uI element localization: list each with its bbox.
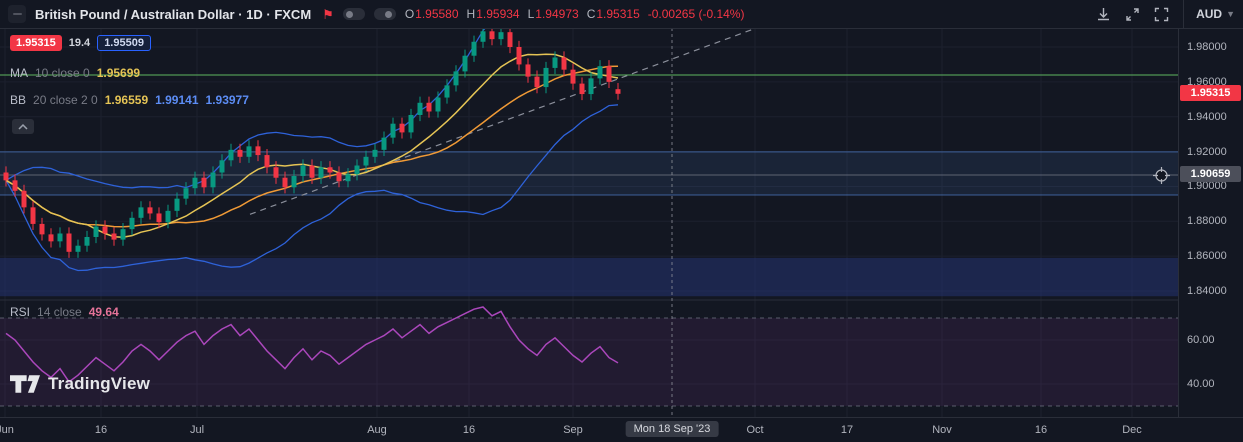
ma-title: MA [10, 66, 28, 80]
last-price-tag: 1.95315 [1180, 84, 1241, 101]
price-scale-label: 1.98000 [1187, 41, 1227, 53]
rsi-value: 49.64 [88, 305, 119, 319]
price-scale-label: 1.90000 [1187, 180, 1227, 193]
last-price-badge[interactable]: 1.95315 [10, 35, 62, 51]
ma-value: 1.95699 [96, 66, 141, 80]
time-axis-label: Aug [367, 424, 387, 436]
price-level-target-icon[interactable] [1153, 167, 1170, 184]
bb-legend-row[interactable]: BB 20 close 2 0 1.96559 1.99141 1.93977 [10, 93, 249, 107]
time-axis-label: 16 [1034, 424, 1048, 436]
spread-value: 19.4 [68, 37, 91, 49]
high-value: 1.95934 [476, 7, 520, 21]
ohlc-readout: O1.95580 H1.95934 L1.94973 C1.95315 -0.0… [405, 7, 745, 21]
time-axis-label: 16 [94, 424, 108, 436]
price-labels-row[interactable]: 1.95315 19.4 1.95509 [10, 35, 151, 51]
maximize-icon[interactable] [1125, 7, 1140, 22]
bb-upper-value: 1.99141 [155, 93, 199, 107]
close-value: 1.95315 [596, 7, 640, 21]
trendline [249, 28, 759, 215]
currency-dropdown[interactable]: AUD ▼ [1183, 0, 1235, 28]
fullscreen-icon[interactable] [1154, 7, 1169, 22]
toggle-pill-2[interactable] [373, 8, 396, 20]
download-icon[interactable] [1096, 7, 1111, 22]
rsi-line [5, 306, 619, 383]
toolbar-right-controls: AUD ▼ [1096, 0, 1235, 28]
price-zone-lower [0, 257, 1178, 297]
main-pane [0, 28, 1178, 297]
tradingview-logo-icon [10, 375, 40, 393]
open-label: O [404, 7, 415, 21]
time-axis-label: Dec [1122, 424, 1142, 436]
collapse-legend-button[interactable] [12, 119, 34, 134]
price-scale-label: 1.94000 [1187, 110, 1227, 123]
price-zone-upper [0, 151, 1178, 195]
high-label: H [466, 7, 476, 21]
rsi-params: 14 close [37, 305, 82, 319]
level-price-tag: 1.90659 [1180, 165, 1241, 182]
time-axis-label: Nov [932, 424, 952, 436]
chevron-down-icon: ▼ [1226, 9, 1235, 19]
rsi-title: RSI [10, 305, 31, 319]
bb-basis-value: 1.96559 [104, 93, 149, 107]
candlestick-series [3, 28, 621, 258]
time-axis[interactable]: Mon 18 Sep '23 Jun 16 Jul Aug 16 Sep Oct 17 Nov 1… [0, 417, 1243, 442]
toggle-pill-1[interactable] [342, 8, 365, 20]
rsi-legend-row[interactable]: RSI 14 close 49.64 [10, 305, 119, 319]
bb-basis-line [5, 65, 619, 228]
crosshair-time-label: Mon 18 Sep '23 [625, 421, 719, 437]
price-scale-label: 1.88000 [1187, 215, 1227, 228]
chart-toolbar: British Pound / Australian Dollar · 1D ·… [0, 0, 1243, 29]
time-axis-label: Oct [746, 424, 764, 436]
bb-upper-line [5, 28, 618, 189]
time-axis-label: Jul [189, 424, 205, 436]
chart-canvas[interactable] [0, 28, 1178, 417]
price-scale-label: 1.84000 [1187, 285, 1227, 298]
ma-legend-row[interactable]: MA 10 close 0 1.95699 [10, 66, 140, 80]
rsi-zone [0, 318, 1178, 406]
tradingview-logo[interactable]: TradingView [10, 374, 150, 394]
symbol-menu-icon[interactable] [8, 5, 26, 23]
time-axis-label: Jun [0, 424, 14, 436]
flag-icon[interactable]: ⚑ [322, 6, 334, 22]
rsi-scale-label: 40.00 [1187, 378, 1215, 390]
close-label: C [586, 7, 596, 21]
time-axis-label: 16 [462, 424, 476, 436]
ma-params: 10 close 0 [35, 66, 90, 80]
low-value: 1.94973 [535, 7, 579, 21]
bb-lower-line [5, 104, 619, 272]
bb-lower-value: 1.93977 [205, 93, 249, 107]
currency-label: AUD [1196, 7, 1223, 21]
time-axis-label: Sep [563, 424, 583, 436]
time-axis-label: 17 [840, 424, 854, 436]
low-label: L [527, 7, 535, 21]
price-scale-label: 1.92000 [1187, 145, 1227, 158]
change-value: -0.00265 (-0.14%) [647, 7, 745, 21]
bb-params: 20 close 2 0 [33, 93, 98, 107]
symbol-title[interactable]: British Pound / Australian Dollar · 1D ·… [35, 6, 312, 22]
price-scale-label: 1.86000 [1187, 250, 1227, 263]
ask-price-badge[interactable]: 1.95509 [97, 35, 151, 51]
tradingview-logo-text: TradingView [48, 374, 151, 393]
price-scale[interactable]: 1.95315 1.90659 1.98000 1.96000 1.94000 1.9… [1178, 28, 1243, 417]
open-value: 1.95580 [415, 7, 459, 21]
bb-title: BB [10, 93, 27, 107]
rsi-scale-label: 60.00 [1187, 334, 1215, 346]
